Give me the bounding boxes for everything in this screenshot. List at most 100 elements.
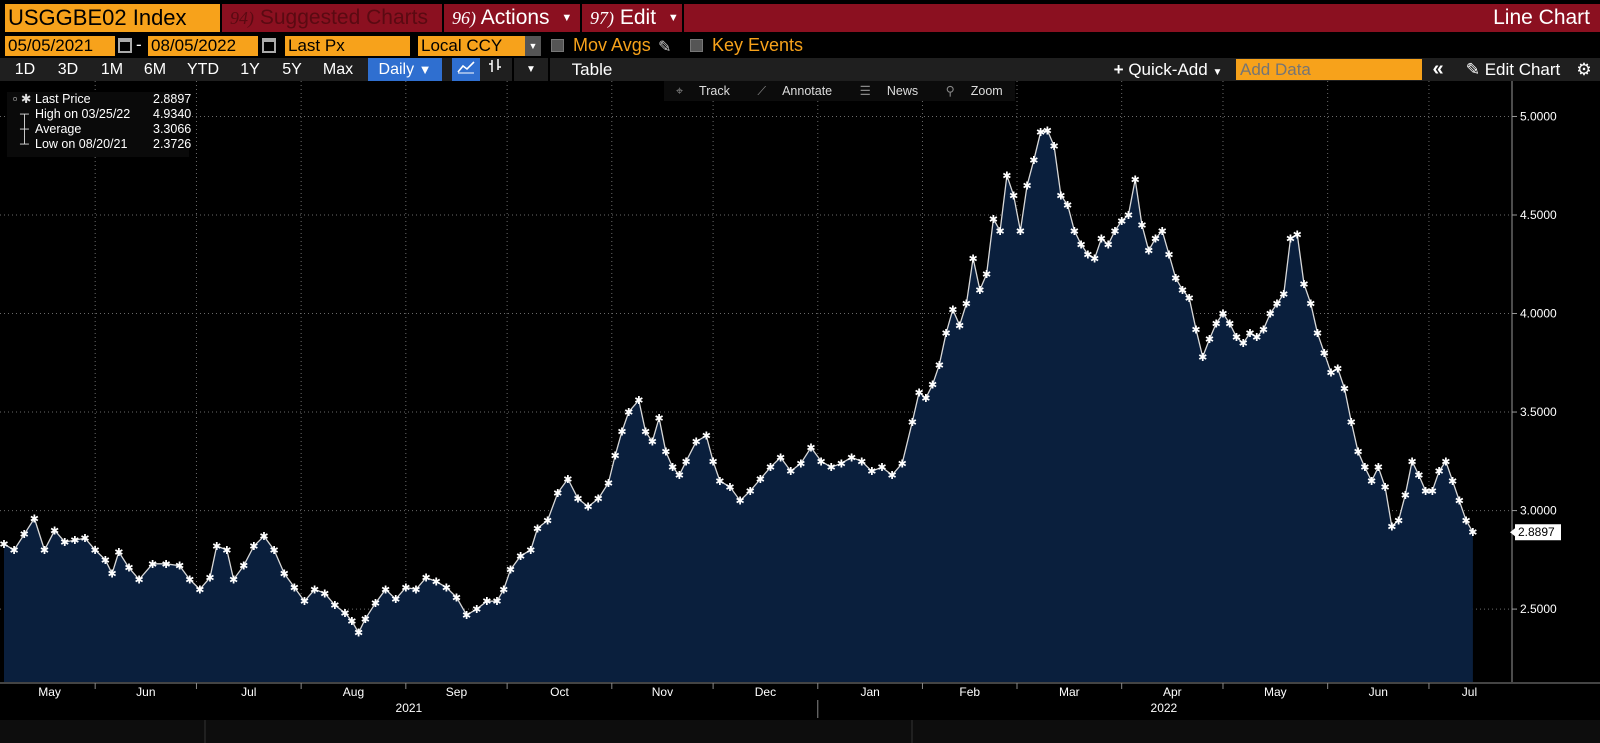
news-label: News [886,84,919,98]
range-1y[interactable]: 1Y [240,61,260,78]
key-events-checkbox[interactable] [690,39,703,52]
data-point-marker: ✱ [1171,272,1180,285]
data-point-marker: ✱ [340,607,349,620]
data-point-marker: ✱ [1110,225,1119,238]
data-point-marker: ✱ [401,581,410,594]
chevron-down-icon[interactable]: ▼ [525,36,541,56]
range-ytd[interactable]: YTD [187,61,219,78]
legend-average[interactable]: ┼ Average 3.3066 [13,122,191,137]
add-data-input[interactable] [1236,59,1422,80]
data-point-marker: ✱ [361,613,370,626]
data-point-marker: ✱ [1164,248,1173,261]
range-6m[interactable]: 6M [143,61,167,78]
range-3d[interactable]: 3D [57,61,79,78]
data-point-marker: ✱ [611,449,620,462]
track-tool[interactable]: ⌖ Track [664,81,742,101]
data-point-marker: ✱ [1158,225,1167,238]
title-bar-background [222,4,1600,32]
data-point-marker: ✱ [648,436,657,449]
pencil-icon[interactable]: ✎ [658,39,672,56]
range-5y[interactable]: 5Y [282,61,302,78]
data-point-marker: ✱ [516,550,525,563]
legend-high[interactable]: ┬ High on 03/25/22 4.9340 [13,107,191,122]
end-date-input[interactable]: 08/05/2022 [148,36,258,56]
legend-label: Low on 08/20/21 [35,137,128,151]
line-chart-icon[interactable] [452,58,480,81]
data-point-marker: ✱ [1347,416,1356,429]
x-month-label: Sep [446,685,468,699]
toolbar-separator [512,58,514,81]
data-point-marker: ✱ [107,568,116,581]
chevron-down-icon[interactable]: ▼ [526,64,536,75]
key-events-label[interactable]: Key Events [712,35,804,55]
actions-number: 96) [452,8,476,28]
legend-value: 2.8897 [153,92,192,106]
mov-avgs-checkbox[interactable] [551,39,564,52]
legend-last-price[interactable]: ▫ ✱ Last Price 2.8897 [13,92,191,107]
annotate-tool[interactable]: ⟋ Annotate [745,81,844,101]
suggested-charts-button[interactable]: 94) Suggested Charts [222,4,444,32]
data-point-marker: ✱ [161,558,170,571]
security-ticker[interactable]: USGGBE02 Index [5,4,220,32]
legend-label: Average [35,122,82,136]
data-point-marker: ✱ [1286,233,1295,246]
range-1d[interactable]: 1D [14,61,36,78]
x-month-label: Jun [1369,685,1388,699]
x-month-label: Jun [136,685,155,699]
data-point-marker: ✱ [1299,278,1308,291]
data-point-marker: ✱ [1367,475,1376,488]
data-point-marker: ✱ [661,445,670,458]
data-point-marker: ✱ [634,394,643,407]
data-point-marker: ✱ [1151,233,1160,246]
data-point-marker: ✱ [1056,189,1065,202]
gear-icon[interactable]: ⚙ [1576,60,1592,79]
suggested-charts-number: 94) [230,8,254,28]
start-date-input[interactable]: 05/05/2021 [5,36,115,56]
currency-select[interactable]: Local CCY [418,36,525,56]
edit-menu-button[interactable]: 97) Edit ▼ [582,4,684,32]
data-point-marker: ✱ [492,595,501,608]
news-tool[interactable]: ☰ News [848,81,930,101]
frequency-select[interactable]: Daily ▼ [368,58,442,81]
calendar-icon[interactable] [262,38,276,53]
mov-avgs-label[interactable]: Mov Avgs [573,35,651,55]
data-point-marker: ✱ [222,544,231,557]
edit-chart-button[interactable]: ✎ Edit Chart [1454,58,1572,81]
data-point-marker: ✱ [1212,317,1221,330]
legend-label: High on 03/25/22 [35,107,131,121]
ohlc-bars-icon[interactable] [482,58,508,81]
price-line [3,129,1474,635]
data-point-marker: ✱ [1326,367,1335,380]
data-point-marker: ✱ [371,597,380,610]
data-point-marker: ✱ [827,461,836,474]
price-field-select[interactable]: Last Px [285,36,410,56]
data-point-marker: ✱ [1461,514,1470,527]
magnifier-icon: ⚲ [945,84,955,98]
data-point-marker: ✱ [239,560,248,573]
x-month-label: Feb [959,685,980,699]
data-point-marker: ✱ [837,457,846,470]
data-point-marker: ✱ [1306,298,1315,311]
quick-add-button[interactable]: + Quick-Add ▼ [1106,58,1230,81]
data-point-marker: ✱ [668,461,677,474]
data-point-marker: ✱ [1198,351,1207,364]
calendar-icon[interactable] [118,38,132,53]
data-point-marker: ✱ [806,442,815,455]
data-point-marker: ✱ [1009,189,1018,202]
price-chart[interactable]: ✱ ✱✱✱✱✱✱ ✱ ✱✱✱✱✱✱✱✱ ✱ ✱✱✱✱✱ ✱✱✱✱✱✱✱✱✱✱ ✱✱✱✱✱✱✱✱… [0,81,1600,743]
data-point-marker: ✱ [1090,252,1099,265]
collapse-double-chevron-icon[interactable]: « [1432,58,1444,80]
legend-low[interactable]: ┴ Low on 08/20/21 2.3726 [13,137,191,152]
last-price-box [1515,524,1561,541]
y-tick-label: 4.0000 [1520,307,1557,321]
range-max[interactable]: Max [322,61,354,78]
data-point-marker: ✱ [1023,179,1032,192]
table-button[interactable]: Table [571,60,613,79]
zoom-tool[interactable]: ⚲ Zoom [934,81,1015,101]
data-point-marker: ✱ [381,583,390,596]
x-month-label: Aug [343,685,364,699]
data-point-marker: ✱ [1232,331,1241,344]
actions-menu-button[interactable]: 96) Actions ▼ [444,4,582,32]
range-1m[interactable]: 1M [100,61,124,78]
data-point-marker: ✱ [573,493,582,506]
